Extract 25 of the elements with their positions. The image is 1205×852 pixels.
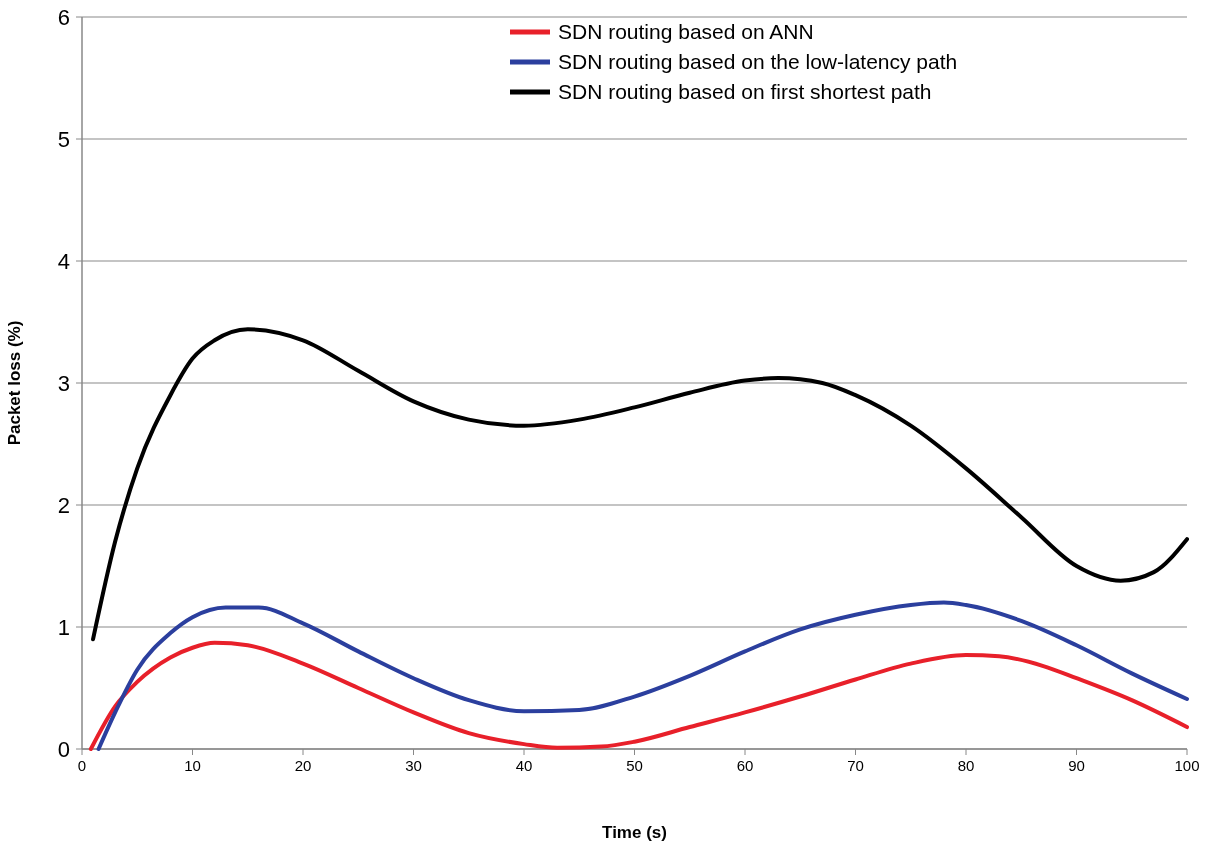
x-tick-label: 20 <box>294 757 312 774</box>
line-series <box>88 640 1189 751</box>
y-tick-label: 4 <box>57 249 70 274</box>
x-tick-label: 40 <box>515 757 533 774</box>
x-tick-label: 50 <box>626 757 643 774</box>
line-series <box>91 327 1189 642</box>
x-tick-label: 100 <box>1174 757 1200 774</box>
x-tick-label: 60 <box>736 757 754 774</box>
y-tick-label: 3 <box>57 371 70 396</box>
y-tick-label: 1 <box>57 615 70 640</box>
legend-label: SDN routing based on the low-latency path <box>558 50 958 73</box>
x-tick-label: 30 <box>405 757 422 774</box>
x-tick-label: 90 <box>1068 757 1085 774</box>
line-series <box>96 600 1189 751</box>
x-tick-label: 70 <box>847 757 864 774</box>
x-axis-title: Time (s) <box>602 823 667 842</box>
legend-label: SDN routing based on ANN <box>558 20 814 43</box>
y-tick-label: 5 <box>57 127 70 152</box>
x-tick-label: 0 <box>77 757 87 774</box>
y-axis-title: Packet loss (%) <box>5 320 24 446</box>
legend-label: SDN routing based on first shortest path <box>558 80 932 103</box>
y-tick-label: 6 <box>57 5 70 30</box>
x-tick-label: 10 <box>184 757 201 774</box>
x-tick-label: 80 <box>957 757 975 774</box>
y-tick-label: 2 <box>57 493 70 518</box>
